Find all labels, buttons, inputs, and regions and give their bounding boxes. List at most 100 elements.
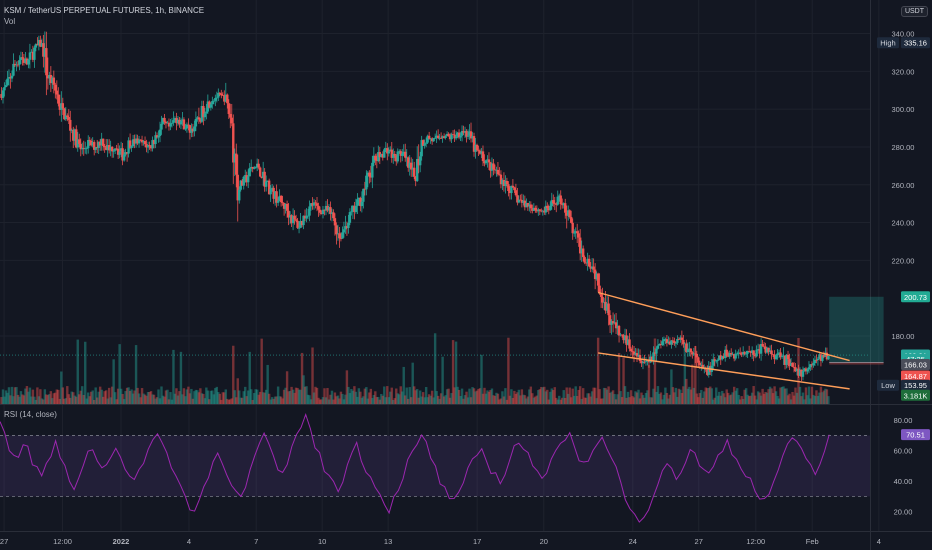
candle-body-155 [232,123,235,163]
volume-bar-199 [297,389,301,404]
volume-bar-271 [405,387,408,404]
volume-bar-136 [203,398,207,404]
volume-bar-466 [697,397,700,404]
time-axis[interactable]: 27 12:00 2022 4 7 10 13 17 20 24 27 12:00 Feb 4 [0,537,881,546]
volume-legend[interactable]: Vol [4,17,16,26]
candle-body-316 [472,136,476,152]
volume-bar-502 [750,392,754,404]
candle-body-229 [342,229,346,233]
volume-bar-512 [765,392,769,404]
position-target-zone [829,296,884,363]
candle-body-444 [664,339,667,340]
volume-bar-290 [433,333,437,404]
volume-bar-345 [516,392,519,404]
candle-body-90 [134,138,138,144]
volume-bar-227 [339,391,343,404]
volume-bar-443 [662,394,666,404]
volume-bar-140 [209,390,213,404]
candle-body-472 [706,369,709,375]
volume-bar-310 [463,395,467,404]
volume-bar-27 [40,398,44,404]
volume-bar-421 [629,390,633,404]
volume-bar-165 [247,390,250,404]
candle-body-428 [640,361,643,364]
price-axis[interactable]: 340.00 320.00 300.00 280.00 260.00 240.00 220.… [892,30,915,517]
rsi-tick-2: 40.00 [894,477,913,486]
volume-bar-216 [323,388,326,404]
volume-bar-52 [78,394,81,404]
candle-body-247 [369,176,373,178]
rsi-legend[interactable]: RSI (14, close) [4,410,57,419]
rsi-tick-1: 60.00 [894,447,913,456]
volume-bar-148 [221,392,225,404]
volume-bar-481 [719,395,722,404]
candle-body-67 [100,138,103,146]
falling-wedge-trendlines[interactable] [597,291,850,390]
price-tag-value-7: 3.181K [904,391,928,400]
currency-button[interactable]: USDT [900,6,928,17]
volume-bar-49 [73,395,76,404]
candle-body-443 [662,339,666,342]
volume-bar-234 [350,388,353,404]
volume-bar-279 [417,397,420,404]
candle-body-37 [55,90,59,95]
volume-bar-86 [128,391,132,404]
volume-bar-428 [640,392,643,404]
candle-body-164 [245,175,248,183]
time-tick-2: 2022 [113,537,130,546]
volume-bar-278 [415,389,419,404]
candle-body-299 [447,133,450,137]
volume-bar-415 [620,397,624,404]
volume-bar-341 [510,389,513,404]
candle-body-107 [160,123,163,130]
volume-bar-435 [650,397,654,404]
candle-body-103 [154,135,157,145]
candle-body-327 [489,162,492,171]
candle-body-296 [442,136,446,138]
volume-bar-16 [24,388,27,404]
candle-body-73 [109,146,112,151]
candle-body-121 [181,119,184,121]
volume-bar-454 [679,389,682,404]
volume-bar-431 [644,392,648,404]
volume-bar-42 [63,398,66,404]
volume-bar-536 [801,392,805,404]
candle-body-466 [697,357,700,363]
volume-bar-307 [459,395,462,404]
candle-body-365 [546,205,549,209]
volume-bar-486 [727,392,730,404]
volume-bar-223 [333,392,337,404]
candle-body-22 [33,47,36,60]
volume-bar-433 [647,364,651,404]
volume-bar-99 [148,392,151,404]
candle-body-488 [730,353,733,355]
volume-bar-358 [535,395,539,404]
candle-body-225 [336,233,340,235]
volume-bar-491 [734,390,737,404]
candle-body-231 [345,226,349,229]
price-tag-value-1: 200.73 [904,293,927,302]
candle-body-261 [390,149,393,158]
volume-bar-256 [383,386,386,404]
symbol-legend[interactable]: KSM / TetherUS PERPETUAL FUTURES, 1h, BI… [4,6,205,15]
candle-body-501 [749,351,752,353]
volume-bar-74 [110,386,114,404]
candle-body-80 [119,148,123,152]
volume-bar-458 [685,378,688,404]
volume-bar-87 [130,389,133,404]
candle-body-187 [279,195,283,203]
candle-body-217 [324,205,328,211]
volume-bar-319 [477,388,480,404]
candle-body-24 [36,44,39,46]
long-position-box[interactable] [0,296,884,365]
candle-body-195 [291,215,295,224]
volume-bar-314 [469,397,473,404]
volume-bar-488 [730,394,733,404]
candle-body-308 [460,131,464,136]
volume-bar-102 [152,394,156,404]
candle-body-177 [264,181,268,187]
candle-body-68 [101,138,105,146]
volume-bar-497 [743,389,746,404]
volume-bar-321 [480,354,483,404]
